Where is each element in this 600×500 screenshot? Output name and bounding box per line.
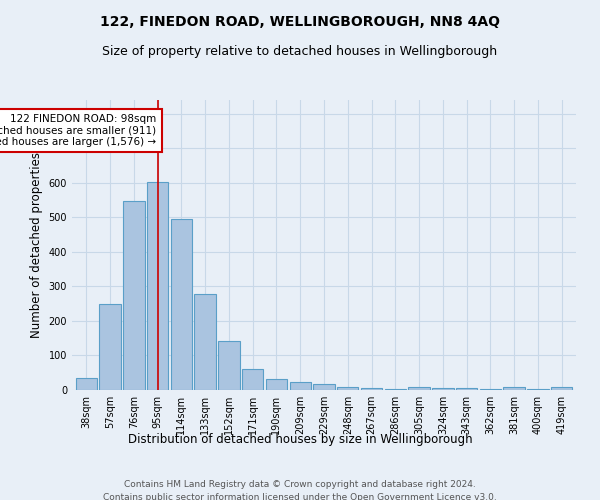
Bar [100,304,121,390]
Bar [313,384,335,390]
Bar [432,388,454,390]
Text: Distribution of detached houses by size in Wellingborough: Distribution of detached houses by size … [128,432,472,446]
Bar [266,378,287,390]
Bar [409,386,430,390]
Bar [361,388,382,390]
Bar [242,368,263,390]
Bar [503,386,525,390]
Bar [123,201,145,390]
Bar [337,386,358,390]
Text: Contains HM Land Registry data © Crown copyright and database right 2024.
Contai: Contains HM Land Registry data © Crown c… [103,480,497,500]
Bar [76,378,97,390]
Bar [551,386,572,390]
Text: 122 FINEDON ROAD: 98sqm
← 37% of detached houses are smaller (911)
63% of semi-d: 122 FINEDON ROAD: 98sqm ← 37% of detache… [0,114,157,147]
Bar [218,340,239,390]
Bar [290,382,311,390]
Y-axis label: Number of detached properties: Number of detached properties [30,152,43,338]
Bar [170,219,192,390]
Text: Size of property relative to detached houses in Wellingborough: Size of property relative to detached ho… [103,45,497,58]
Text: 122, FINEDON ROAD, WELLINGBOROUGH, NN8 4AQ: 122, FINEDON ROAD, WELLINGBOROUGH, NN8 4… [100,15,500,29]
Bar [456,388,478,390]
Bar [194,294,216,390]
Bar [147,182,168,390]
Bar [385,389,406,390]
